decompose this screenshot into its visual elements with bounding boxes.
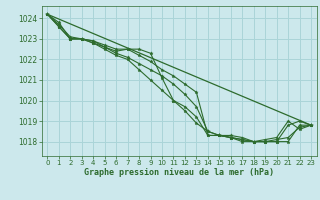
X-axis label: Graphe pression niveau de la mer (hPa): Graphe pression niveau de la mer (hPa)	[84, 168, 274, 177]
